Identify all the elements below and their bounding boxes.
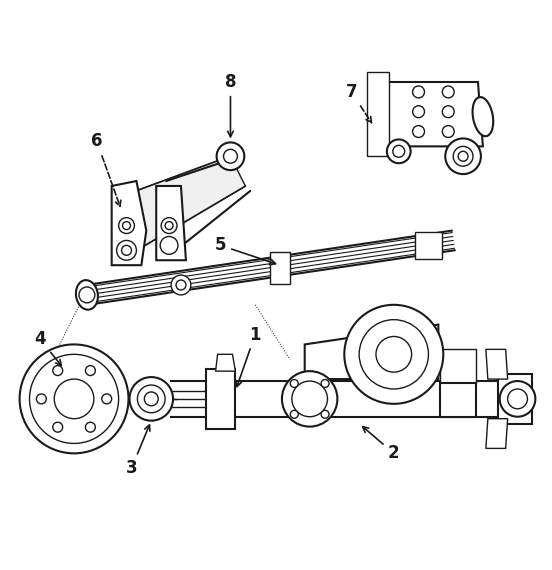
Circle shape (387, 140, 411, 163)
Circle shape (321, 410, 329, 418)
Polygon shape (216, 355, 235, 371)
Circle shape (282, 371, 337, 426)
Circle shape (165, 222, 173, 230)
Circle shape (171, 275, 191, 295)
Polygon shape (206, 369, 235, 429)
Circle shape (359, 320, 428, 389)
Circle shape (137, 385, 165, 413)
Circle shape (216, 142, 245, 170)
Circle shape (161, 218, 177, 234)
Circle shape (344, 305, 443, 404)
Circle shape (53, 365, 63, 376)
Polygon shape (112, 181, 146, 265)
Circle shape (442, 125, 454, 137)
Circle shape (453, 146, 473, 166)
Text: 5: 5 (215, 237, 275, 264)
Circle shape (102, 394, 112, 404)
Circle shape (176, 280, 186, 290)
Circle shape (130, 377, 173, 421)
Circle shape (86, 422, 95, 432)
Circle shape (116, 241, 136, 260)
Polygon shape (440, 349, 476, 383)
Polygon shape (367, 72, 389, 156)
Ellipse shape (76, 280, 98, 310)
Polygon shape (136, 156, 245, 250)
Polygon shape (440, 383, 476, 417)
Circle shape (144, 392, 158, 406)
Text: 2: 2 (363, 427, 400, 462)
Circle shape (412, 106, 424, 117)
Polygon shape (305, 324, 438, 379)
Circle shape (290, 380, 298, 388)
Circle shape (119, 218, 135, 234)
Polygon shape (415, 231, 442, 259)
Circle shape (36, 394, 46, 404)
Circle shape (412, 125, 424, 137)
Polygon shape (270, 253, 290, 284)
Circle shape (393, 145, 405, 157)
Circle shape (508, 389, 528, 409)
Circle shape (290, 410, 298, 418)
Circle shape (54, 379, 94, 419)
Text: 3: 3 (126, 425, 150, 477)
Circle shape (442, 106, 454, 117)
Circle shape (20, 344, 129, 453)
Circle shape (292, 381, 327, 417)
Circle shape (123, 222, 130, 230)
Circle shape (376, 336, 412, 372)
Circle shape (160, 237, 178, 254)
Circle shape (442, 86, 454, 98)
Polygon shape (156, 186, 186, 260)
Polygon shape (486, 349, 508, 379)
Text: 8: 8 (225, 73, 236, 137)
Circle shape (412, 86, 424, 98)
Circle shape (321, 380, 329, 388)
Circle shape (458, 151, 468, 161)
Polygon shape (498, 374, 532, 424)
Text: 1: 1 (236, 325, 261, 386)
Circle shape (29, 355, 119, 443)
Circle shape (53, 422, 63, 432)
Ellipse shape (473, 97, 493, 136)
Circle shape (500, 381, 535, 417)
Circle shape (121, 246, 131, 255)
Polygon shape (486, 419, 508, 449)
Circle shape (79, 287, 95, 303)
Text: 6: 6 (91, 132, 121, 206)
Circle shape (224, 149, 237, 163)
Circle shape (86, 365, 95, 376)
Text: 7: 7 (346, 83, 371, 123)
Circle shape (445, 139, 481, 174)
Polygon shape (369, 82, 483, 146)
Text: 4: 4 (35, 331, 61, 365)
